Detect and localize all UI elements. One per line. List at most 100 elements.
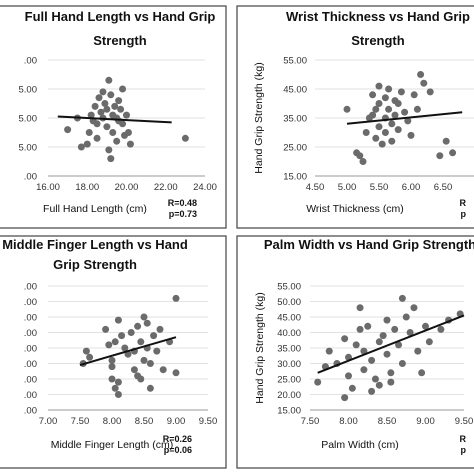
y-tick-label: 50.00 [277, 297, 301, 308]
data-point [360, 347, 368, 355]
x-tick-label: 9.00 [416, 416, 435, 427]
data-point [391, 111, 399, 119]
y-tick-label: 55.00 [277, 282, 301, 293]
x-tick-label: 4.50 [306, 182, 325, 193]
panel-frame [236, 5, 474, 229]
data-point [360, 366, 368, 374]
x-tick-label: 9.00 [167, 416, 186, 427]
data-point [181, 134, 189, 142]
data-point [413, 105, 421, 113]
data-point [436, 152, 444, 160]
data-point [345, 372, 352, 380]
data-point [97, 108, 105, 116]
y-tick-label: 15.00 [277, 406, 301, 417]
y-tick-label: 20.00 [277, 390, 301, 401]
data-point [398, 294, 406, 302]
y-tick-label: .00 [24, 359, 37, 370]
data-point [114, 316, 122, 324]
y-tick-label: 35.00 [277, 344, 301, 355]
stat-label: R [460, 434, 467, 444]
stat-label: R=0.48 [168, 198, 197, 208]
data-point [105, 76, 113, 84]
data-point [426, 88, 434, 96]
y-tick-label: .00 [24, 328, 37, 339]
y-tick-label: .00 [24, 172, 37, 183]
data-point [146, 360, 154, 367]
y-tick-label: 35.00 [283, 114, 307, 125]
x-tick-label: 18.00 [75, 182, 99, 193]
data-point [385, 85, 393, 93]
stat-label: R=0.26 [163, 434, 192, 444]
data-point [341, 335, 349, 343]
data-point [111, 338, 119, 346]
y-axis-label: Hand Grip Strength (kg) [254, 292, 266, 403]
data-point [108, 375, 116, 383]
data-point [418, 369, 426, 377]
data-point [395, 341, 403, 349]
data-point [359, 158, 367, 165]
data-point [381, 129, 389, 136]
data-point [397, 88, 405, 96]
data-point [103, 123, 111, 131]
x-axis-label: Palm Width (cm) [321, 439, 399, 451]
x-tick-label: 24.00 [193, 182, 217, 193]
data-point [140, 356, 148, 364]
data-point [437, 325, 445, 333]
data-point [442, 137, 450, 145]
x-axis-label: Full Hand Length (cm) [43, 203, 147, 215]
data-point [124, 129, 132, 136]
data-point [113, 137, 121, 145]
data-point [343, 105, 351, 113]
y-tick-label: .00 [24, 282, 37, 293]
data-point [115, 117, 123, 125]
data-point [134, 322, 142, 330]
stat-label: p=0.73 [169, 209, 197, 219]
data-point [356, 152, 364, 160]
x-tick-label: 7.50 [301, 416, 320, 427]
y-axis-label: Hand Grip Strength (kg) [253, 62, 265, 173]
data-point [99, 88, 107, 96]
data-point [109, 129, 117, 136]
y-tick-label: .00 [24, 375, 37, 386]
data-point [394, 126, 402, 134]
data-point [388, 120, 396, 128]
data-point [150, 332, 158, 340]
data-point [130, 366, 138, 374]
data-point [414, 347, 422, 355]
data-point [93, 134, 101, 142]
trendline [79, 336, 177, 367]
stat-label: R [460, 198, 467, 208]
data-point [404, 117, 412, 125]
data-point [369, 111, 377, 119]
chart-panel-2: Wrist Thickness vs Hand Grip Strength 15.0… [236, 5, 474, 229]
x-tick-label: 7.00 [39, 416, 58, 427]
data-point [108, 356, 116, 364]
x-tick-label: 9.50 [455, 416, 474, 427]
y-tick-label: 45.00 [277, 313, 301, 324]
data-point [101, 100, 109, 107]
x-tick-label: 16.00 [36, 182, 60, 193]
data-point [449, 149, 457, 157]
trendline [57, 115, 172, 124]
y-tick-label: 55.00 [283, 56, 307, 67]
x-tick-label: 5.50 [370, 182, 389, 193]
x-tick-label: 8.00 [103, 416, 122, 427]
data-point [401, 108, 409, 116]
data-point [364, 322, 372, 330]
data-point [394, 100, 402, 107]
data-point [87, 111, 95, 119]
chart-title-line: Grip Strength [53, 257, 137, 272]
stat-label: p [461, 209, 467, 219]
data-point [387, 369, 395, 377]
data-point [375, 82, 383, 90]
data-point [114, 378, 122, 386]
data-point [156, 325, 164, 333]
trendline [317, 314, 465, 374]
y-tick-label: 25.00 [283, 143, 307, 154]
x-axis-label: Middle Finger Length (cm) [51, 439, 174, 451]
x-tick-label: 7.50 [71, 416, 90, 427]
data-point [86, 353, 94, 361]
data-point [107, 91, 115, 99]
data-point [420, 79, 428, 87]
